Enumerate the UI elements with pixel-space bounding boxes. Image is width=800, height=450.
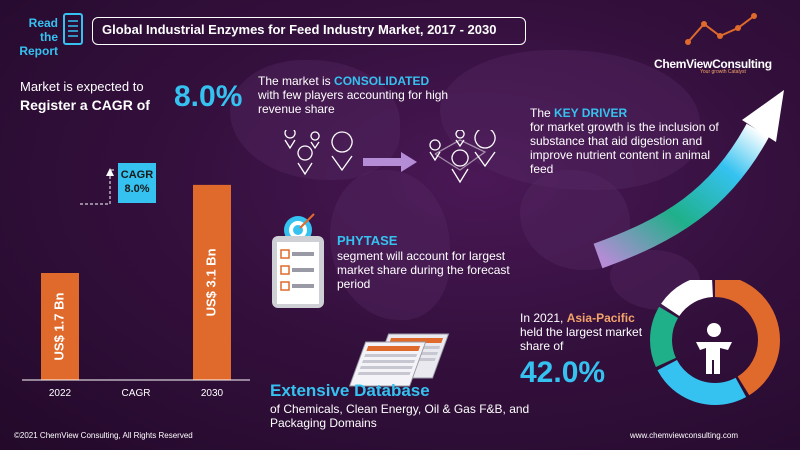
location-pins-graphic <box>284 130 496 184</box>
cagr-arrow-head <box>106 168 114 176</box>
arrow-right-icon <box>363 152 417 172</box>
bar-2030 <box>193 184 231 380</box>
x-tick-label: 2022 <box>49 388 72 399</box>
report-icon[interactable] <box>62 12 84 46</box>
location-pin-icon <box>474 130 496 168</box>
title-box <box>92 17 526 45</box>
location-pin-icon <box>455 130 465 148</box>
consolidated-prefix: The market is <box>258 74 335 88</box>
location-pin-icon <box>429 139 441 162</box>
cagr-badge: CAGR 8.0% <box>118 163 156 203</box>
region-rest: held the largest market share of <box>520 325 643 353</box>
page-title: Global Industrial Enzymes for Feed Indus… <box>102 22 497 37</box>
copyright: ©2021 ChemView Consulting, All Rights Re… <box>14 431 193 440</box>
driver-prefix: The <box>530 106 555 120</box>
growth-arrow-icon <box>593 90 784 269</box>
bar-2022 <box>41 273 79 380</box>
region-share-value: 42.0% <box>520 356 606 389</box>
cagr-badge-value: 8.0% <box>124 183 150 195</box>
driver-rest: for market growth is the inclusion of su… <box>530 120 719 176</box>
donut-segment <box>650 280 780 405</box>
donut-segment <box>650 280 780 405</box>
location-pin-icon <box>284 130 296 150</box>
map-continent <box>330 170 450 320</box>
website-link[interactable]: www.chemviewconsulting.com <box>630 431 739 440</box>
phytase-text: segment will account for largest market … <box>337 249 510 291</box>
bar-data-label: US$ 1.7 Bn <box>51 292 66 360</box>
cagr-value: 8.0% <box>174 80 243 113</box>
market-size-bar-chart: US$ 1.7 Bn 2022 CAGR US$ 3.1 Bn 2030 <box>22 168 250 399</box>
cagr-intro-line2: Register a CAGR of <box>20 97 150 113</box>
consolidated-rest: with few players accounting for high rev… <box>258 88 449 116</box>
database-title: Extensive Database <box>270 381 430 400</box>
database-icon <box>348 333 450 387</box>
logo-tagline: Your growth Catalyst <box>700 69 746 75</box>
region-share-donut-chart <box>650 280 780 405</box>
region-highlight: Asia-Pacific <box>566 311 635 325</box>
database-text: of Chemicals, Clean Energy, Oil & Gas F&… <box>270 402 530 430</box>
cagr-leader-line <box>80 169 116 205</box>
checklist-icon <box>272 213 324 308</box>
location-pin-icon <box>331 131 353 172</box>
phytase-title: PHYTASE <box>337 233 398 248</box>
region-prefix: In 2021, <box>520 311 567 325</box>
read-report-link[interactable]: Read the Report <box>19 16 58 58</box>
cagr-intro-line1: Market is expected to <box>20 79 144 94</box>
consolidated-text: The market is CONSOLIDATED with few play… <box>258 74 458 116</box>
x-tick-label: CAGR <box>122 388 151 399</box>
logo: ChemViewConsulting <box>654 57 772 71</box>
location-pin-icon <box>310 131 320 150</box>
consolidated-highlight: CONSOLIDATED <box>334 74 430 88</box>
location-pin-icon <box>451 149 469 184</box>
region-text: In 2021, Asia-Pacific held the largest m… <box>520 311 665 353</box>
donut-segment <box>650 280 780 405</box>
location-pin-icon <box>297 145 313 176</box>
person-icon <box>696 323 732 374</box>
x-tick-label: 2030 <box>201 388 224 399</box>
driver-highlight: KEY DRIVER <box>554 106 628 120</box>
bar-data-label: US$ 3.1 Bn <box>203 248 218 316</box>
key-driver-text: The KEY DRIVER for market growth is the … <box>530 106 730 176</box>
cagr-badge-label: CAGR <box>120 169 154 181</box>
map-continent <box>440 50 700 190</box>
logo-graph-icon <box>685 13 757 45</box>
